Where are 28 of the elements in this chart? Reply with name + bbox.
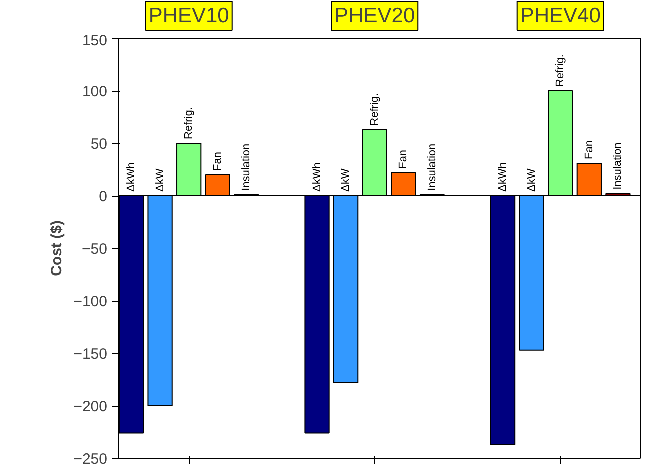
- text: Insulation: [426, 144, 438, 191]
- text: Fan: [212, 152, 224, 171]
- text: ΔkW: [526, 168, 538, 192]
- x-tick-label: PHEV40: [520, 4, 601, 28]
- text: Refrig.: [554, 54, 567, 87]
- y-tick-label: −250: [74, 451, 108, 468]
- text: Fan: [583, 140, 596, 160]
- text: ΔkWh: [311, 162, 324, 192]
- y-tick-label: −100: [74, 294, 108, 310]
- y-axis-title: Cost ($): [48, 220, 66, 276]
- text: Insulation: [240, 144, 253, 191]
- x-tick-label: PHEV10: [148, 4, 230, 28]
- y-tick-label: 50: [90, 136, 108, 153]
- x-tick-label: PHEV20: [334, 4, 416, 28]
- text: ΔkW: [340, 168, 352, 192]
- text: Insulation: [612, 142, 624, 190]
- y-tick-label: 0: [99, 188, 108, 206]
- text: Fan: [398, 150, 410, 169]
- y-tick-label: −200: [74, 398, 108, 416]
- y-tick-label: 100: [82, 84, 108, 100]
- text: Refrig.: [183, 107, 196, 140]
- text: ΔkWh: [497, 162, 510, 192]
- y-tick-label: −150: [74, 346, 108, 363]
- text: ΔkW: [154, 168, 166, 192]
- y-tick-label: −50: [82, 241, 108, 258]
- text: ΔkWh: [126, 162, 138, 192]
- y-tick-label: 150: [82, 32, 108, 50]
- text: Refrig.: [368, 93, 381, 126]
